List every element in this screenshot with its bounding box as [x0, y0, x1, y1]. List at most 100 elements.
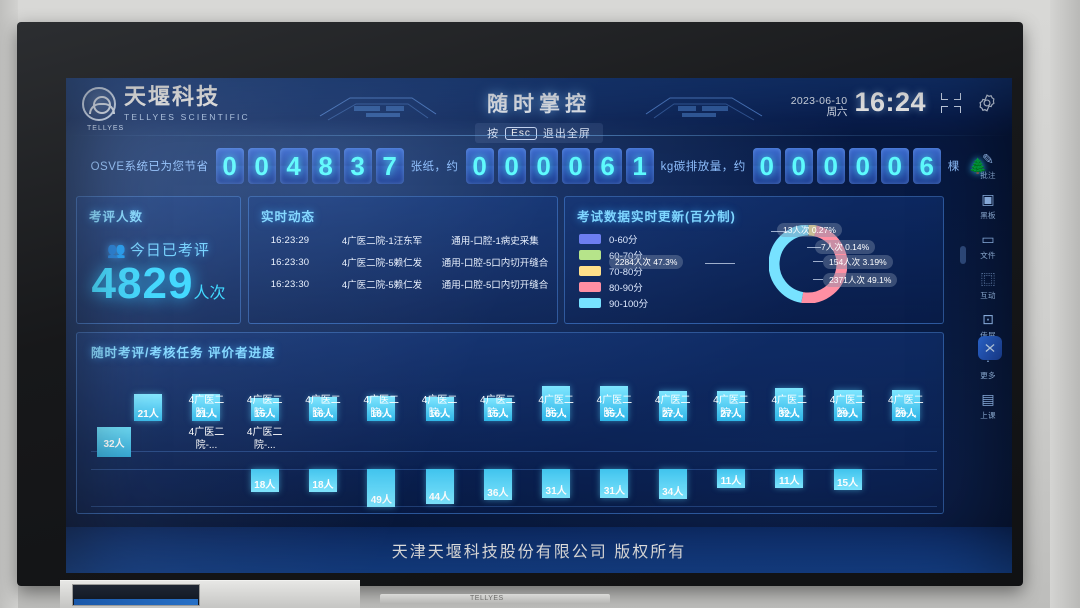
bar-down[interactable]: 18人 [250, 469, 279, 492]
bar-up[interactable]: 18人 [367, 396, 396, 421]
rail-item-class-start[interactable]: ▤ 上课 [979, 390, 998, 421]
rail-drag-handle[interactable] [960, 246, 966, 264]
bar-down-value: 18人 [312, 479, 334, 491]
bar-down[interactable]: 15人 [833, 469, 862, 491]
exit-fullscreen-hint: 按 Esc 退出全屏 [475, 123, 603, 143]
bar-column: 29人 4广医二院-... 15人 [818, 365, 876, 507]
header-decoration-left [319, 97, 437, 121]
bar-up[interactable]: 27人 [716, 390, 745, 421]
carbon-digit: 6 [593, 148, 622, 184]
bar-up-value: 18人 [370, 409, 392, 420]
paper-digit: 8 [311, 148, 340, 184]
bar-down[interactable]: 18人 [308, 469, 337, 492]
bar-up[interactable]: 35人 [600, 386, 629, 421]
legend-item[interactable]: 60-70分 [579, 247, 648, 263]
rail-item-label: 批注 [980, 171, 996, 180]
legend-item[interactable]: 0-60分 [579, 231, 648, 247]
rail-item-folder[interactable]: ▭ 文件 [979, 230, 998, 261]
bar-up[interactable]: 21人 [134, 394, 163, 421]
dashboard-footer: 天津天堰科技股份有限公司 版权所有 [66, 527, 1012, 573]
tree-digit: 0 [752, 148, 781, 184]
header-right: 2023-06-10 周六 16:24 [791, 87, 998, 118]
carbon-digit: 0 [497, 148, 526, 184]
evaluator-progress-panel: 随时考评/考核任务 评价者进度 32人 21人 21人 4广医二院-... 4广医二院… [76, 332, 944, 514]
bar-column: 27人 4广医二院-... 11人 [702, 365, 760, 507]
live-activity-title: 实时动态 [261, 210, 316, 224]
current-date: 2023-06-10 [790, 94, 848, 107]
bar-column: 21人 [119, 365, 177, 507]
paper-unit-label: 张纸，约 [410, 161, 459, 173]
assistant-icon[interactable] [978, 336, 1002, 360]
tree-digit: 0 [816, 148, 845, 184]
bar-up[interactable]: 21人 [192, 394, 221, 421]
legend-label: 0-60分 [609, 235, 638, 246]
legend-label: 70-80分 [609, 267, 643, 278]
brand-logo: TELLYES 天堰科技 TELLYES SCIENTIFIC [82, 86, 250, 132]
bar-up-value: 21人 [137, 409, 159, 420]
legend-item[interactable]: 80-90分 [579, 279, 648, 295]
page-title: 随时掌控 [487, 93, 591, 116]
bar-up[interactable]: 32人 [775, 387, 804, 421]
bar-up[interactable]: 16人 [308, 397, 337, 421]
bar-down-value: 36人 [487, 488, 509, 500]
bar-up[interactable]: 15人 [250, 398, 279, 421]
esc-hint-prefix: 按 [487, 128, 500, 140]
activity-person: 4广医二院-5赖仁发 [341, 258, 423, 269]
bar-down[interactable]: 11人 [716, 469, 745, 489]
laptop-taskbar [74, 599, 198, 605]
evaluated-today-label: 👥 今日已考评 [107, 242, 210, 259]
carbon-digit: 0 [465, 148, 494, 184]
bar-up[interactable]: 29人 [833, 389, 862, 421]
exit-fullscreen-icon[interactable] [940, 92, 962, 114]
donut-annotation: 2284人次 47.3% [609, 255, 684, 269]
carbon-digit: 0 [561, 148, 590, 184]
bar-up[interactable]: 16人 [425, 397, 454, 421]
wall-right [1050, 0, 1080, 608]
live-activity-row: 16:23:30 4广医二院-5赖仁发 通用-口腔-5口内切开缝合 [257, 273, 549, 295]
bar-category-label: 4广医二院-... [421, 395, 458, 419]
bar-up-value: 21人 [195, 409, 217, 420]
bar-down[interactable]: 34人 [658, 469, 687, 500]
score-donut-chart [768, 224, 848, 304]
bar-up[interactable]: 15人 [483, 398, 512, 421]
live-activity-panel: 实时动态 16:23:29 4广医二院-1汪东军 通用-口腔-1病史采集 16:23:… [248, 196, 558, 324]
bar-up-value: 27人 [662, 409, 684, 420]
bar-down[interactable]: 11人 [775, 469, 804, 489]
gear-icon[interactable] [976, 92, 998, 114]
bar-category-label: 4广医二院-... [596, 395, 633, 419]
bar-down[interactable]: 31人 [600, 469, 629, 498]
display-bezel: TELLYES 天堰科技 TELLYES SCIENTIFIC [17, 22, 1023, 586]
bar-up[interactable]: 35人 [542, 386, 571, 421]
paper-digit: 7 [375, 148, 404, 184]
bar-up-value: 29人 [836, 409, 859, 420]
activity-item: 通用-口腔-1病史采集 [451, 236, 539, 247]
bar-down[interactable]: 49人 [367, 469, 396, 507]
bar-up[interactable]: 27人 [658, 390, 687, 421]
bar-category-label: 4广医二院-... [363, 395, 400, 419]
bar-down[interactable]: 31人 [542, 469, 571, 498]
bar-up[interactable]: 29人 [891, 389, 920, 421]
legend-label: 90-100分 [609, 299, 649, 310]
bar-down[interactable]: 44人 [425, 469, 454, 505]
rail-item-blackboard[interactable]: ▣ 黑板 [979, 190, 998, 221]
bar-down-value: 18人 [254, 479, 276, 491]
bar-down[interactable]: 36人 [483, 469, 512, 501]
legend-item[interactable]: 90-100分 [579, 295, 648, 311]
bar-column: 15人 4广医二院-... 36人 [469, 365, 527, 507]
rail-item-pencil[interactable]: ✎ 批注 [979, 150, 998, 181]
score-distribution-title: 考试数据实时更新(百分制) [577, 210, 736, 224]
evaluated-today-unit: 人次 [193, 285, 226, 302]
folder-icon: ▭ [981, 231, 995, 247]
bar-up-value: 16人 [312, 409, 334, 420]
rail-item-label: 文件 [980, 251, 996, 260]
rail-item-interact[interactable]: ⿴互动 [979, 270, 998, 301]
rail-item-screen-cast[interactable]: ⊡ 传屏 [979, 310, 998, 341]
legend-item[interactable]: 70-80分 [579, 263, 648, 279]
evaluation-count-panel: 考评人数 👥 今日已考评 4829人次 [76, 196, 241, 324]
interact-icon: ⿴ [981, 271, 995, 288]
first-column-chip: 32人 [97, 427, 131, 457]
carbon-digit: 1 [625, 148, 654, 184]
paper-digit: 3 [343, 148, 372, 184]
